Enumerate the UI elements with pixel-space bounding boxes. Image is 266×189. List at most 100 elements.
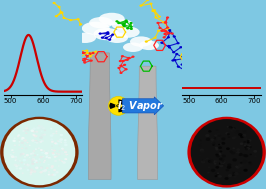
Circle shape xyxy=(200,144,203,146)
Circle shape xyxy=(173,35,176,38)
Circle shape xyxy=(24,130,26,132)
Circle shape xyxy=(122,24,125,26)
Circle shape xyxy=(51,149,53,150)
Circle shape xyxy=(181,64,184,66)
Circle shape xyxy=(61,40,64,42)
Circle shape xyxy=(123,64,126,66)
Circle shape xyxy=(23,159,26,161)
Circle shape xyxy=(55,51,58,53)
Circle shape xyxy=(207,44,210,46)
Ellipse shape xyxy=(106,33,128,43)
Circle shape xyxy=(207,50,210,52)
Circle shape xyxy=(43,170,47,172)
Circle shape xyxy=(30,173,32,175)
Circle shape xyxy=(227,163,231,167)
Circle shape xyxy=(13,140,16,142)
Circle shape xyxy=(46,155,48,157)
Circle shape xyxy=(77,18,80,20)
Circle shape xyxy=(43,158,47,161)
Circle shape xyxy=(222,154,226,158)
Circle shape xyxy=(212,136,215,138)
Circle shape xyxy=(53,169,56,171)
Circle shape xyxy=(46,156,48,158)
Circle shape xyxy=(23,163,25,165)
Circle shape xyxy=(235,166,238,168)
Circle shape xyxy=(171,59,174,62)
Circle shape xyxy=(48,171,50,173)
Circle shape xyxy=(40,149,43,151)
Circle shape xyxy=(195,39,198,41)
Circle shape xyxy=(53,174,56,176)
Circle shape xyxy=(215,166,219,169)
Circle shape xyxy=(232,127,235,129)
Circle shape xyxy=(247,141,250,143)
Circle shape xyxy=(232,147,235,149)
Circle shape xyxy=(92,52,95,54)
Circle shape xyxy=(238,153,243,156)
Circle shape xyxy=(232,137,236,139)
Circle shape xyxy=(219,162,223,165)
Circle shape xyxy=(53,44,57,46)
Circle shape xyxy=(183,57,186,60)
Circle shape xyxy=(139,5,143,7)
Circle shape xyxy=(19,167,22,170)
Circle shape xyxy=(248,162,251,164)
Circle shape xyxy=(240,134,243,136)
Circle shape xyxy=(31,161,33,162)
Circle shape xyxy=(117,22,120,24)
Circle shape xyxy=(38,125,40,127)
Circle shape xyxy=(221,133,226,137)
Circle shape xyxy=(126,27,129,29)
Circle shape xyxy=(39,36,42,39)
Circle shape xyxy=(215,173,218,175)
Circle shape xyxy=(22,172,24,174)
Circle shape xyxy=(36,142,39,144)
Circle shape xyxy=(33,170,36,173)
Circle shape xyxy=(38,147,40,149)
Circle shape xyxy=(206,138,210,141)
Circle shape xyxy=(225,159,230,163)
Circle shape xyxy=(124,68,128,70)
Circle shape xyxy=(130,28,133,30)
Circle shape xyxy=(26,154,29,156)
Circle shape xyxy=(57,46,60,48)
Circle shape xyxy=(83,58,86,60)
Circle shape xyxy=(227,133,230,135)
Circle shape xyxy=(30,171,33,173)
Circle shape xyxy=(119,60,122,62)
Circle shape xyxy=(30,170,33,172)
Circle shape xyxy=(215,148,218,150)
Circle shape xyxy=(60,11,63,13)
Ellipse shape xyxy=(139,41,159,50)
Circle shape xyxy=(33,134,35,136)
Circle shape xyxy=(218,144,220,145)
Circle shape xyxy=(57,140,59,142)
Circle shape xyxy=(34,162,36,163)
Circle shape xyxy=(32,158,35,161)
Ellipse shape xyxy=(89,17,113,28)
Circle shape xyxy=(30,129,34,132)
Circle shape xyxy=(35,167,37,169)
Wedge shape xyxy=(109,103,116,109)
Circle shape xyxy=(76,50,80,52)
Circle shape xyxy=(253,150,257,153)
Wedge shape xyxy=(118,99,126,105)
Polygon shape xyxy=(88,53,111,180)
Circle shape xyxy=(219,146,222,149)
Circle shape xyxy=(44,152,48,155)
Circle shape xyxy=(210,138,214,141)
Circle shape xyxy=(212,144,215,146)
Circle shape xyxy=(55,131,57,132)
Circle shape xyxy=(244,154,248,157)
Circle shape xyxy=(42,170,45,172)
Circle shape xyxy=(60,142,62,143)
Circle shape xyxy=(101,36,104,39)
Circle shape xyxy=(188,59,191,61)
Circle shape xyxy=(106,33,110,35)
Circle shape xyxy=(209,160,214,163)
Circle shape xyxy=(243,160,247,163)
Circle shape xyxy=(254,155,257,157)
Circle shape xyxy=(39,141,41,143)
Circle shape xyxy=(15,159,17,161)
Circle shape xyxy=(116,104,120,107)
